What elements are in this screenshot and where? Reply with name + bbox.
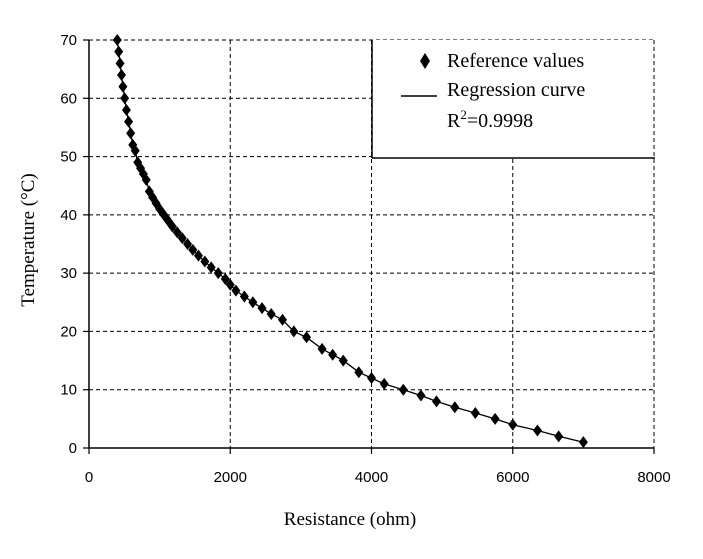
legend-box — [372, 40, 653, 158]
y-tick-label: 20 — [60, 323, 77, 340]
data-point — [338, 354, 348, 367]
x-tick-label: 6000 — [496, 469, 529, 486]
data-point — [220, 272, 230, 285]
data-point — [508, 418, 518, 431]
y-tick-label: 70 — [60, 32, 77, 49]
data-point — [302, 331, 312, 344]
data-point — [266, 307, 276, 320]
data-point — [470, 407, 480, 420]
data-point — [177, 232, 187, 245]
data-point — [115, 57, 125, 70]
data-point — [379, 377, 389, 390]
legend: Reference values Regression curve R2=0.9… — [371, 40, 655, 159]
data-point — [416, 389, 426, 402]
y-tick-label: 40 — [60, 207, 77, 224]
data-point — [532, 424, 542, 437]
data-point — [141, 173, 151, 186]
data-point — [450, 401, 460, 414]
data-point — [114, 45, 124, 58]
data-point — [367, 372, 376, 385]
data-point — [225, 278, 235, 291]
data-point — [231, 284, 241, 297]
data-point — [116, 68, 126, 81]
data-point — [578, 436, 588, 449]
data-point — [278, 313, 288, 326]
legend-r2-sup: 2 — [460, 107, 467, 122]
x-tick-label: 8000 — [637, 469, 670, 486]
y-tick-label: 0 — [69, 440, 77, 457]
x-tick-label: 4000 — [355, 469, 388, 486]
legend-r2-label: R2=0.9998 — [447, 107, 533, 132]
data-point — [490, 412, 500, 425]
legend-marker-diamond — [420, 53, 430, 69]
data-point — [118, 80, 128, 93]
data-point — [121, 103, 131, 116]
x-tick-label: 2000 — [214, 469, 247, 486]
legend-r2-value: =0.9998 — [467, 110, 533, 132]
data-point — [183, 238, 193, 250]
y-tick-label: 60 — [60, 90, 77, 107]
data-point — [167, 220, 177, 233]
data-point — [124, 115, 134, 128]
x-tick-label: 0 — [85, 469, 93, 486]
data-point — [213, 267, 223, 280]
data-points — [112, 34, 588, 449]
data-point — [206, 261, 216, 274]
y-axis-title: Temperature (°C) — [18, 173, 39, 306]
data-point — [172, 226, 182, 239]
data-point — [398, 383, 408, 396]
data-point — [130, 144, 140, 157]
y-tick-label: 10 — [60, 382, 77, 399]
data-point — [193, 249, 203, 262]
data-point — [188, 243, 198, 256]
y-tick-label: 30 — [60, 265, 77, 282]
x-axis-title: Resistance (ohm) — [284, 509, 416, 530]
data-point — [317, 342, 327, 355]
data-point — [248, 296, 258, 309]
legend-r2-prefix: R — [447, 110, 461, 132]
data-point — [554, 430, 564, 443]
data-point — [112, 34, 122, 46]
data-point — [120, 92, 130, 105]
data-point — [126, 127, 136, 140]
data-point — [328, 348, 338, 361]
axes — [83, 39, 655, 454]
y-tick-label: 50 — [60, 149, 77, 166]
data-point — [289, 325, 299, 338]
legend-curve-label: Regression curve — [447, 79, 585, 101]
tick-labels: 0 10 20 30 40 50 60 70 0 2000 4000 6000 8000 — [60, 32, 670, 486]
data-point — [354, 366, 364, 379]
data-point — [239, 290, 249, 303]
data-point — [431, 395, 441, 408]
data-point — [200, 255, 210, 268]
legend-reference-label: Reference values — [447, 50, 584, 72]
data-point — [257, 302, 267, 315]
